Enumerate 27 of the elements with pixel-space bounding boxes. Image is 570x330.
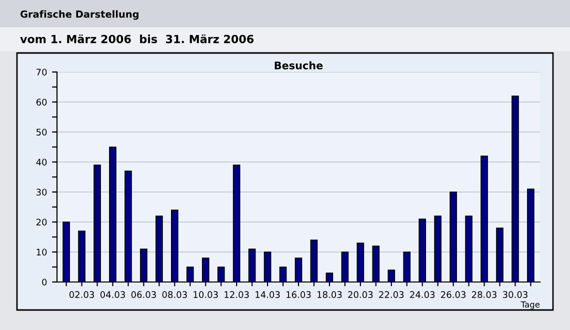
chart-title: Besuche: [274, 61, 323, 70]
x-tick-label: 12.03: [224, 291, 249, 298]
x-tick-label: 22.03: [379, 291, 404, 298]
x-tick-label: 06.03: [131, 291, 156, 298]
y-tick-label: 20: [36, 218, 47, 226]
x-tick-label: 30.03: [502, 291, 528, 298]
x-tick-label: 08.03: [162, 291, 187, 298]
y-tick-label: 60: [36, 98, 47, 106]
y-tick-label: 50: [36, 128, 47, 136]
x-axis-title: Tage: [520, 301, 540, 310]
y-tick-label: 10: [36, 248, 47, 256]
x-tick-label: 28.03: [472, 291, 496, 298]
x-tick-label: 18.03: [318, 291, 342, 298]
y-tick-label: 0: [42, 278, 47, 286]
chart-subtitle: vom 1. März 2006 bis 31. März 2006: [20, 34, 254, 44]
text: Grafische Darstellung: [20, 10, 138, 20]
x-tick-label: 14.03: [256, 291, 280, 298]
x-tick-label: 04.03: [100, 291, 125, 298]
y-tick-label: 70: [36, 68, 47, 76]
x-tick-label: 16.03: [286, 291, 311, 298]
y-tick-label: 30: [36, 188, 47, 196]
x-tick-label: 26.03: [441, 291, 466, 298]
x-tick-label: 10.03: [194, 291, 218, 298]
x-tick-label: 24.03: [410, 291, 435, 298]
y-tick-label: 40: [36, 158, 47, 166]
x-tick-label: 20.03: [348, 291, 373, 298]
x-tick-label: 02.03: [69, 291, 94, 298]
